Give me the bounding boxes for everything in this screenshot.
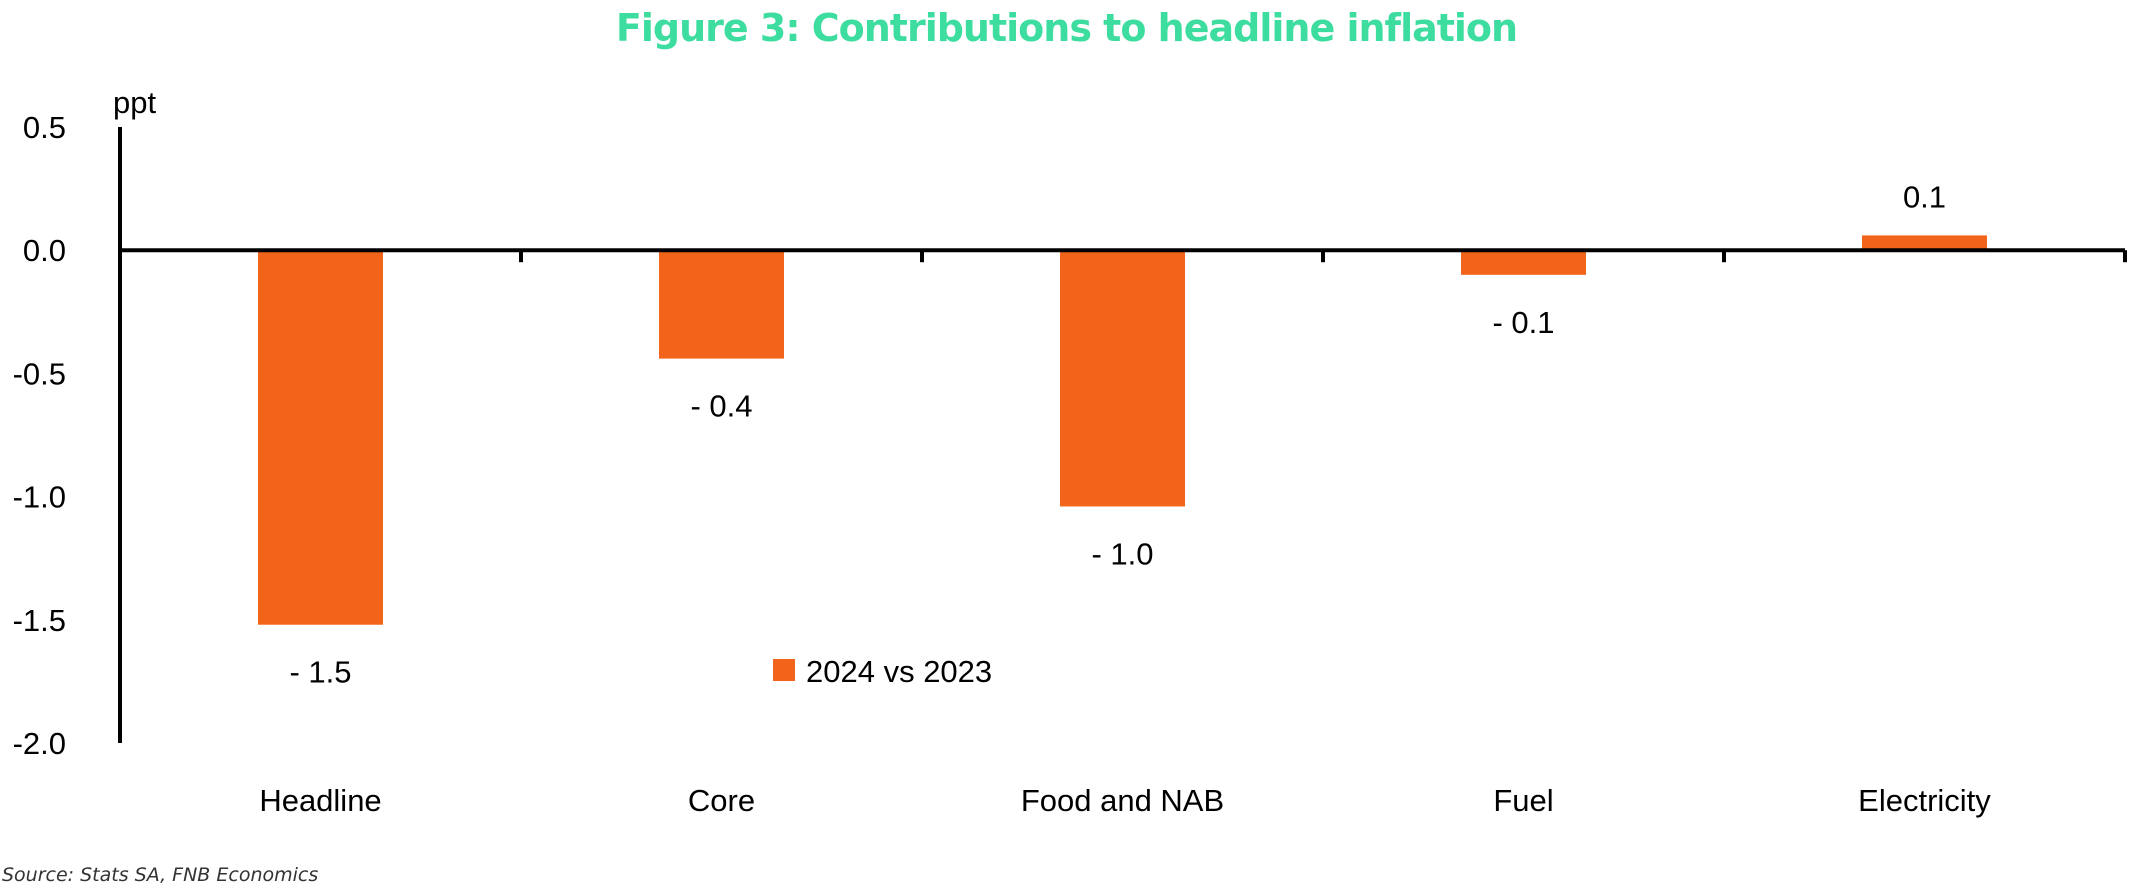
x-tick-label: Electricity — [1858, 783, 1991, 818]
legend-label: 2024 vs 2023 — [806, 654, 992, 689]
labels-layer: - 1.5 Headline - 0.4 Core - 1.0 Food and NAB -… — [13, 85, 1992, 818]
y-tick-label: -1.0 — [13, 480, 66, 515]
data-label: - 0.4 — [690, 389, 752, 424]
source-note: Source: Stats SA, FNB Economics — [2, 864, 319, 886]
bar-headline — [258, 250, 383, 625]
x-tick-label: Core — [688, 783, 755, 818]
bar-fuel — [1461, 250, 1586, 275]
data-label: - 1.5 — [289, 655, 351, 690]
y-tick-label: -1.5 — [13, 603, 66, 638]
chart-title: Figure 3: Contributions to headline infl… — [615, 6, 1518, 50]
bar-food-and-nab — [1060, 250, 1185, 507]
data-label: 0.1 — [1903, 179, 1946, 214]
data-label: - 0.1 — [1492, 305, 1554, 340]
legend: 2024 vs 2023 — [773, 654, 992, 689]
y-tick-label: -2.0 — [13, 726, 66, 761]
axes-layer — [118, 127, 2127, 743]
bar-electricity — [1862, 235, 1987, 251]
x-tick-label: Fuel — [1493, 783, 1553, 818]
y-tick-label: 0.5 — [23, 110, 66, 145]
legend-swatch — [773, 659, 795, 681]
data-label: - 1.0 — [1091, 536, 1153, 571]
x-tick-label: Food and NAB — [1021, 783, 1224, 818]
x-tick-label: Headline — [259, 783, 381, 818]
y-tick-label: -0.5 — [13, 356, 66, 391]
bars-layer — [258, 235, 1987, 625]
bar-core — [659, 250, 784, 359]
y-axis-label: ppt — [113, 85, 156, 120]
y-tick-label: 0.0 — [23, 233, 66, 268]
